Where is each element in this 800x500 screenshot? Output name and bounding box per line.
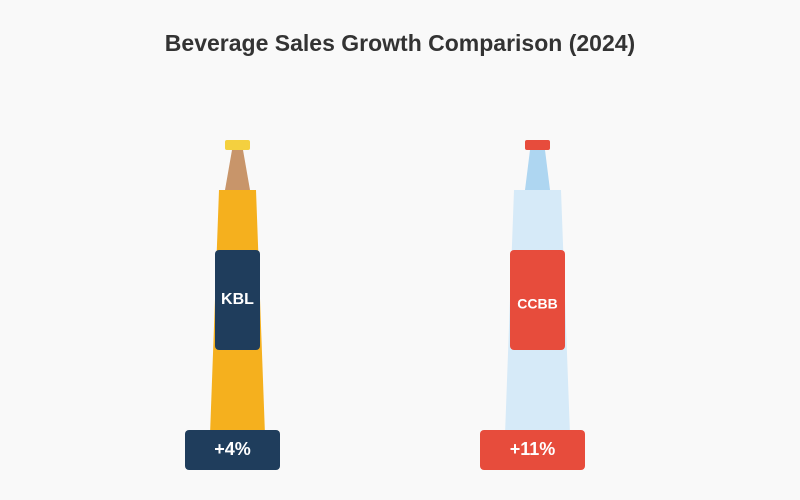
value-label-ccbb: +11% (510, 439, 556, 459)
bottle-kbl-label (215, 250, 260, 350)
value-label-kbl: +4% (214, 439, 251, 459)
value-badge-ccbb (480, 430, 585, 470)
value-badge-kbl (185, 430, 280, 470)
bottle-ccbb: CCBB +11% (480, 140, 585, 470)
category-label-kbl: KBL (221, 291, 254, 308)
bottle-kbl: KBL +4% (185, 140, 280, 470)
bottle-ccbb-label (510, 250, 565, 350)
bottle-kbl-cap (225, 140, 250, 150)
bottle-kbl-neck (225, 150, 250, 190)
bottle-ccbb-neck (525, 150, 550, 190)
chart-title: Beverage Sales Growth Comparison (2024) (165, 30, 635, 56)
bottle-ccbb-cap (525, 140, 550, 150)
category-label-ccbb: CCBB (517, 296, 557, 312)
